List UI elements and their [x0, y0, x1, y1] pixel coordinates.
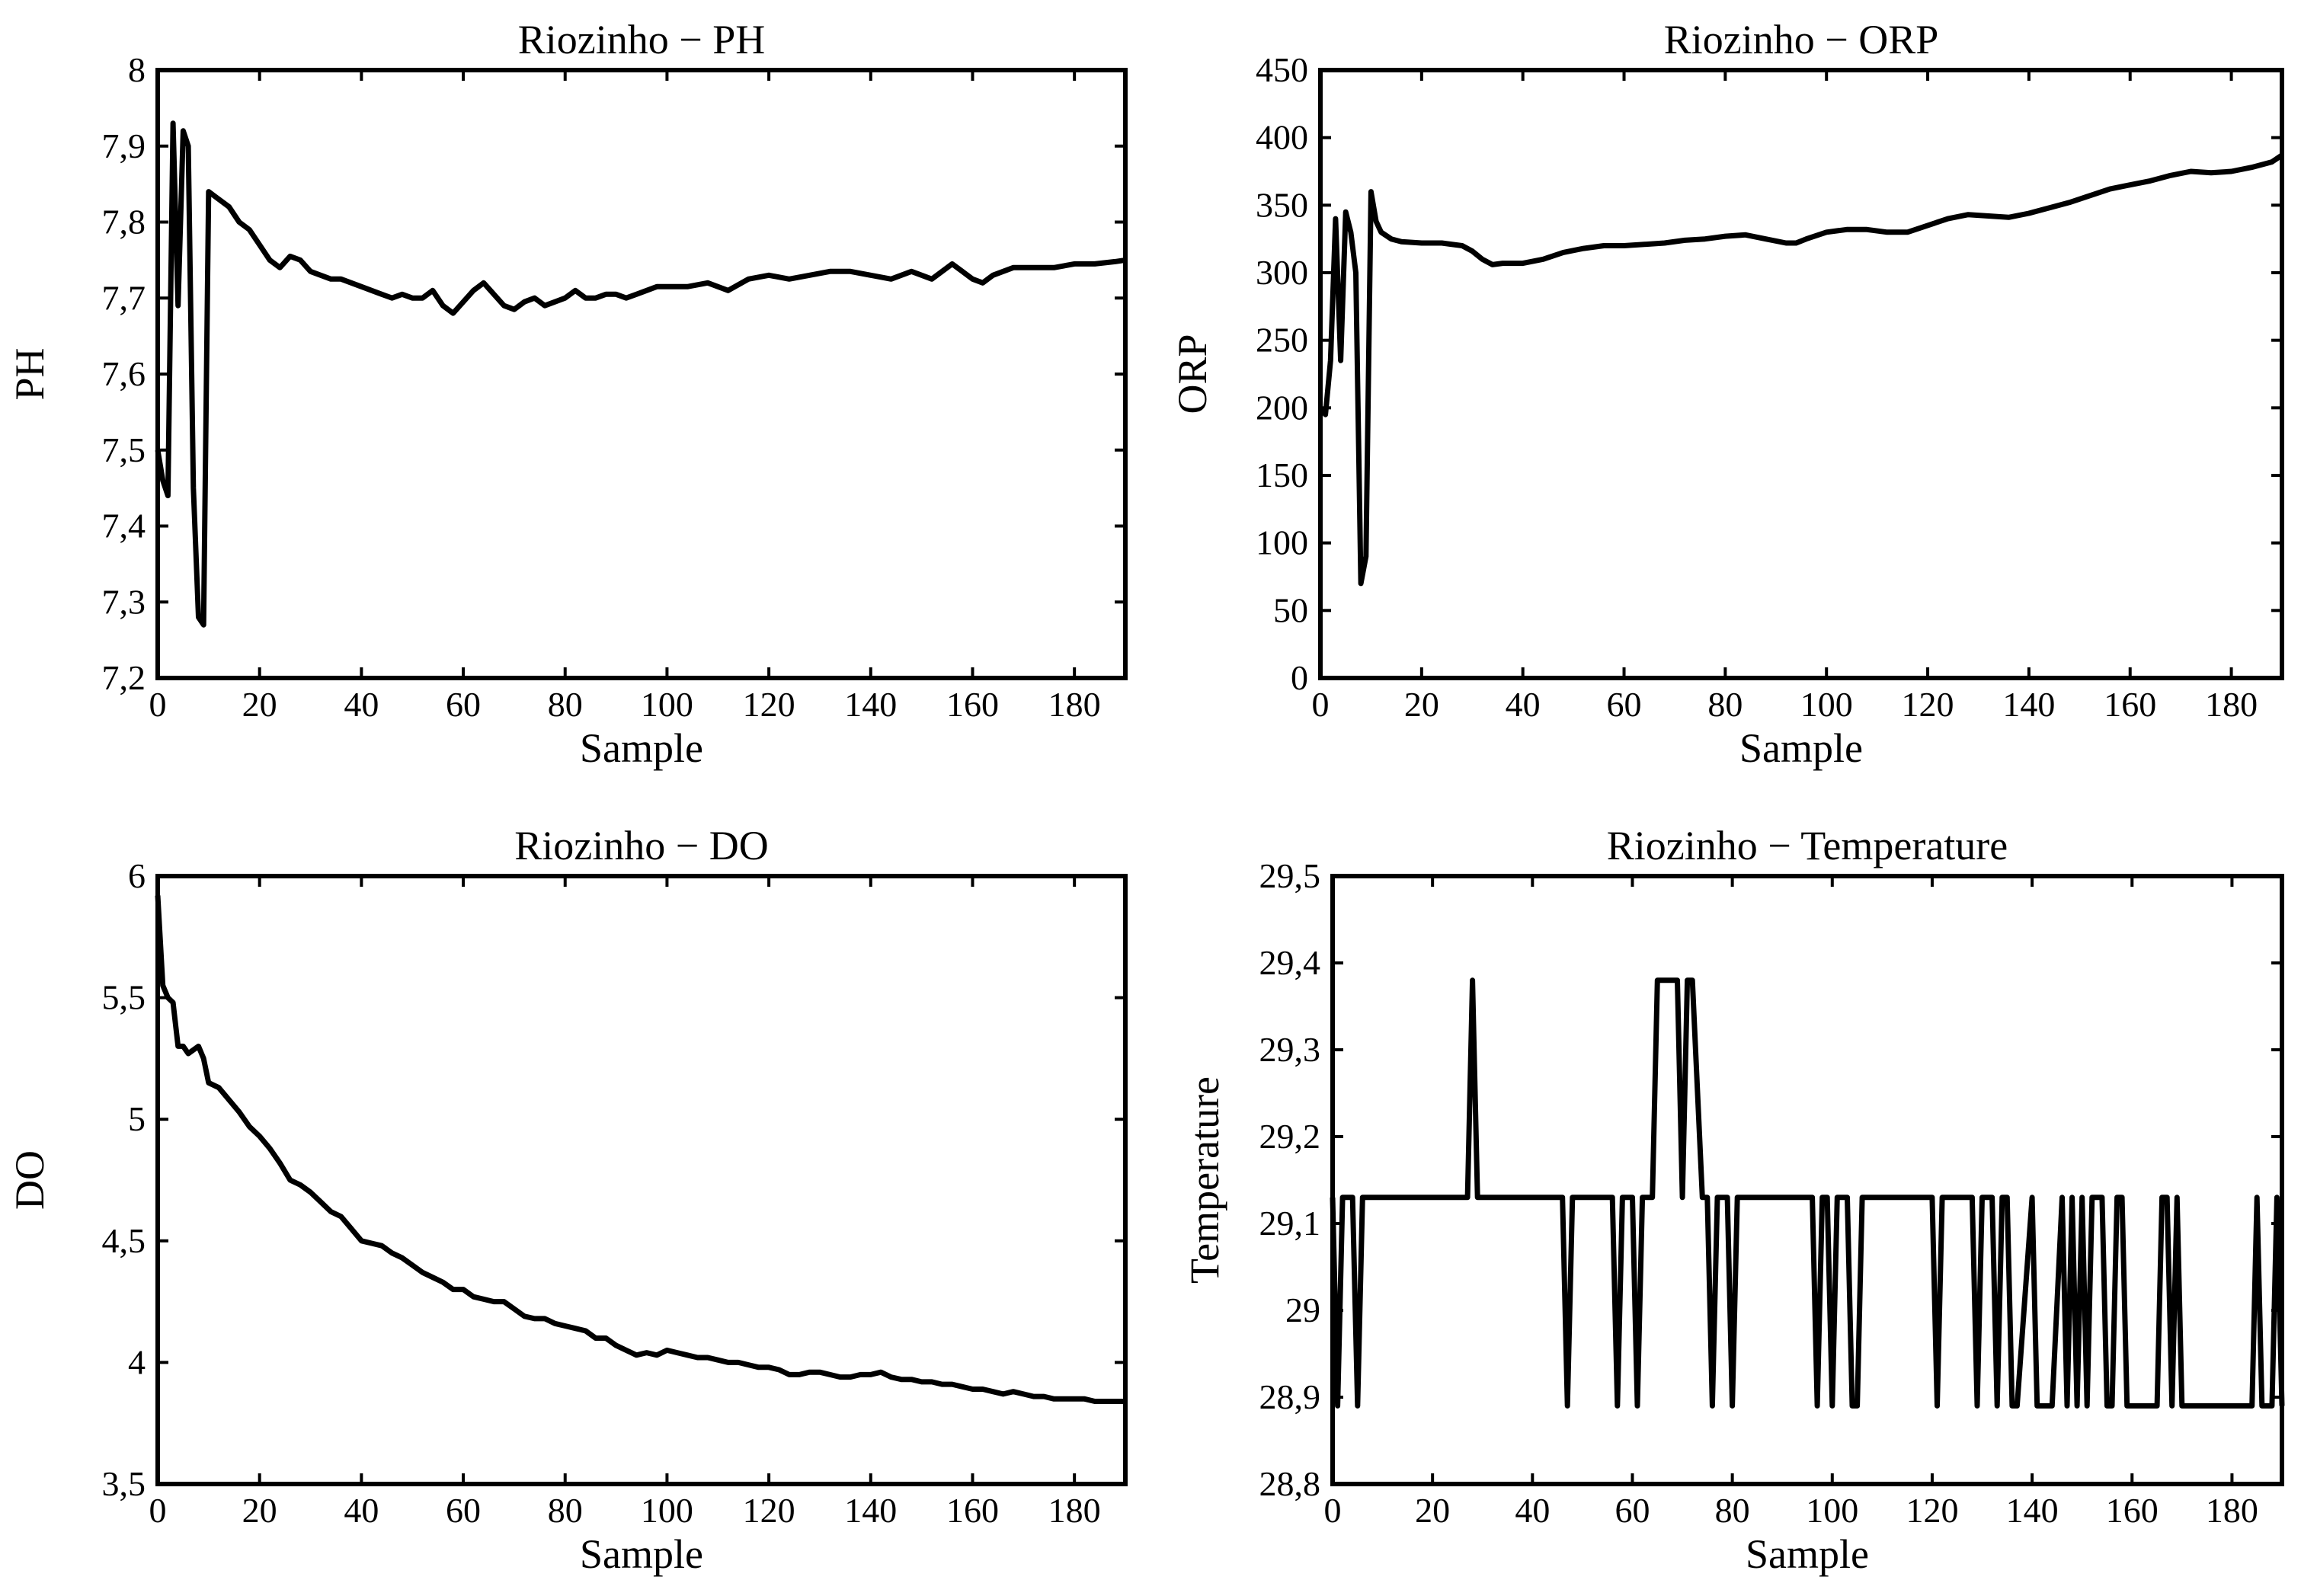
x-tick-label: 120: [1906, 1491, 1958, 1530]
x-tick-label: 40: [344, 1491, 379, 1530]
y-tick-label: 8: [128, 50, 146, 89]
chart-orp: Riozinho − ORP 0 20 40 60 80 100 120 140 160 180 0 5…: [1170, 17, 2284, 771]
y-tick-label: 7,4: [102, 507, 146, 545]
x-tick-label: 60: [446, 685, 481, 724]
chart-title: Riozinho − PH: [518, 17, 765, 62]
plot-frame: [1330, 874, 2284, 1486]
y-tick-label: 3,5: [102, 1464, 146, 1503]
x-tick-label: 0: [149, 1491, 167, 1530]
y-tick-label: 29,1: [1259, 1204, 1321, 1243]
x-tick-label: 180: [2205, 685, 2258, 724]
series-line-orp: [1318, 152, 2283, 587]
y-tick-label: 150: [1256, 456, 1308, 494]
y-tick-label: 7,6: [102, 354, 146, 393]
x-axis-label: Sample: [580, 1531, 703, 1577]
x-tick-label: 160: [2106, 1491, 2159, 1530]
x-tick-label: 20: [242, 1491, 277, 1530]
x-tick-label: 180: [2206, 1491, 2258, 1530]
x-tick-label: 80: [548, 1491, 583, 1530]
series-line-ph: [155, 120, 1126, 628]
x-tick-label: 140: [2006, 1491, 2059, 1530]
y-tick-label: 250: [1256, 321, 1308, 360]
x-tick-label: 100: [641, 1491, 693, 1530]
y-tick-label: 5,5: [102, 978, 146, 1017]
y-tick-label: 7,3: [102, 582, 146, 621]
y-tick-label: 29,5: [1259, 856, 1321, 895]
y-axis-label: Temperature: [1182, 1076, 1227, 1284]
x-tick-label: 40: [344, 685, 379, 724]
y-tick-label: 7,2: [102, 658, 146, 697]
y-axis-label: DO: [7, 1150, 53, 1210]
y-tick-label: 50: [1273, 590, 1308, 629]
x-tick-label: 100: [641, 685, 693, 724]
x-tick-label: 60: [446, 1491, 481, 1530]
x-tick-label: 120: [743, 1491, 795, 1530]
y-tick-label: 7,7: [102, 278, 146, 317]
x-tick-label: 180: [1048, 685, 1101, 724]
chart-title: Riozinho − DO: [514, 823, 768, 868]
x-tick-label: 140: [844, 1491, 897, 1530]
plot-frame: [155, 874, 1128, 1486]
x-tick-label: 160: [946, 1491, 999, 1530]
y-tick-label: 29: [1285, 1291, 1320, 1329]
y-tick-label: 29,2: [1259, 1117, 1321, 1156]
x-tick-label: 0: [1324, 1491, 1342, 1530]
y-tick-label: 28,9: [1259, 1377, 1321, 1416]
x-tick-label: 40: [1506, 685, 1541, 724]
x-axis-label: Sample: [1739, 725, 1863, 771]
x-tick-label: 120: [743, 685, 795, 724]
x-tick-label: 80: [1707, 685, 1743, 724]
y-axis-label: ORP: [1170, 334, 1215, 414]
y-axis-label: PH: [7, 347, 53, 400]
chart-ph: Riozinho − PH 0 20 40 60 80 100 120 140 160 180 7,2…: [7, 17, 1128, 771]
x-tick-label: 80: [548, 685, 583, 724]
y-tick-label: 6: [128, 856, 146, 895]
y-tick-label: 450: [1256, 50, 1308, 89]
y-tick-label: 28,8: [1259, 1464, 1321, 1503]
y-tick-label: 7,5: [102, 430, 146, 469]
y-tick-label: 400: [1256, 118, 1308, 157]
x-tick-label: 20: [1404, 685, 1439, 724]
x-tick-label: 140: [2002, 685, 2055, 724]
y-tick-label: 4,5: [102, 1221, 146, 1260]
y-tick-label: 5: [128, 1099, 146, 1138]
y-tick-label: 0: [1291, 658, 1308, 697]
y-tick-label: 4: [128, 1342, 146, 1381]
x-tick-label: 20: [242, 685, 277, 724]
x-tick-label: 60: [1615, 1491, 1650, 1530]
x-tick-label: 100: [1806, 1491, 1858, 1530]
x-tick-label: 120: [1902, 685, 1954, 724]
y-tick-label: 7,9: [102, 126, 146, 165]
series-line-do: [155, 895, 1125, 1404]
plot-frame: [155, 68, 1128, 680]
x-tick-label: 0: [1312, 685, 1330, 724]
series-line-temperature: [1330, 977, 2285, 1409]
chart-title: Riozinho − ORP: [1664, 17, 1939, 62]
chart-do: Riozinho − DO 0 20 40 60 80 100 120 140 160 180 3,5…: [7, 823, 1128, 1577]
x-tick-label: 0: [149, 685, 167, 724]
x-tick-label: 160: [2104, 685, 2156, 724]
x-tick-label: 140: [844, 685, 897, 724]
y-tick-label: 100: [1256, 523, 1308, 562]
y-tick-label: 7,8: [102, 203, 146, 241]
x-tick-label: 100: [1800, 685, 1853, 724]
y-tick-label: 29,3: [1259, 1030, 1321, 1069]
x-tick-label: 80: [1715, 1491, 1750, 1530]
x-tick-label: 20: [1415, 1491, 1450, 1530]
x-axis-label: Sample: [1746, 1531, 1869, 1577]
plot-frame: [1318, 68, 2284, 680]
x-tick-label: 160: [946, 685, 999, 724]
chart-title: Riozinho − Temperature: [1607, 823, 2008, 868]
y-tick-label: 29,4: [1259, 943, 1321, 982]
chart-temperature: Riozinho − Temperature 0 20 40 60 80 100 120 140…: [1182, 823, 2285, 1577]
x-tick-label: 60: [1607, 685, 1642, 724]
y-tick-label: 350: [1256, 185, 1308, 224]
x-tick-label: 40: [1515, 1491, 1550, 1530]
x-axis-label: Sample: [580, 725, 703, 771]
y-tick-label: 200: [1256, 388, 1308, 427]
x-tick-label: 180: [1048, 1491, 1101, 1530]
y-tick-label: 300: [1256, 253, 1308, 292]
